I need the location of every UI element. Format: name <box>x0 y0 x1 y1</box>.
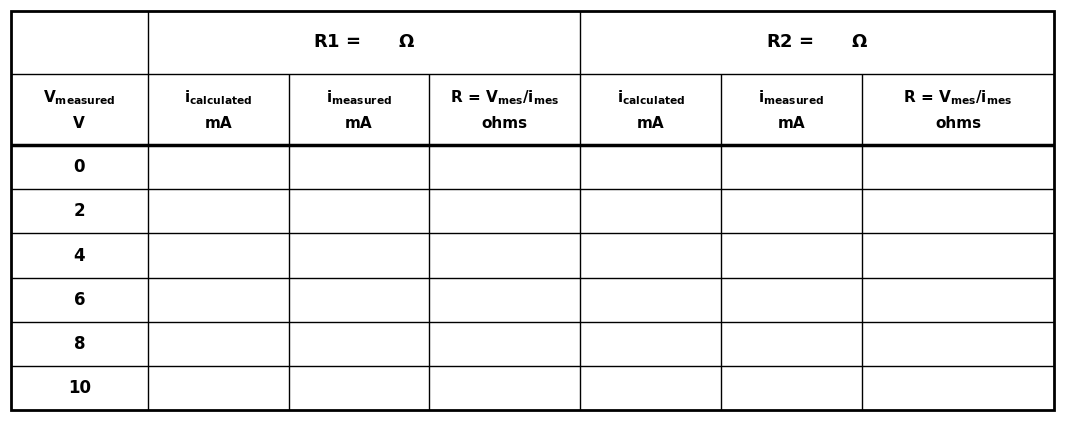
Text: i$_{\mathregular{measured}}$: i$_{\mathregular{measured}}$ <box>326 88 392 107</box>
Text: R = V$_{\mathregular{mes}}$/i$_{\mathregular{mes}}$: R = V$_{\mathregular{mes}}$/i$_{\mathreg… <box>903 88 1013 107</box>
Text: 8: 8 <box>73 335 85 353</box>
Text: V: V <box>73 116 85 131</box>
Text: R2 =      $\mathbf{\Omega}$: R2 = $\mathbf{\Omega}$ <box>767 33 868 51</box>
Text: ohms: ohms <box>481 116 528 131</box>
Text: mA: mA <box>637 116 665 131</box>
Text: i$_{\mathregular{calculated}}$: i$_{\mathregular{calculated}}$ <box>617 88 685 107</box>
Text: mA: mA <box>777 116 805 131</box>
Text: 4: 4 <box>73 247 85 264</box>
Text: i$_{\mathregular{measured}}$: i$_{\mathregular{measured}}$ <box>758 88 824 107</box>
Text: 10: 10 <box>68 379 91 397</box>
Text: 0: 0 <box>73 158 85 176</box>
Text: 2: 2 <box>73 203 85 220</box>
Text: i$_{\mathregular{calculated}}$: i$_{\mathregular{calculated}}$ <box>184 88 252 107</box>
Text: ohms: ohms <box>935 116 981 131</box>
Text: 6: 6 <box>73 291 85 309</box>
Text: R = V$_{\mathregular{mes}}$/i$_{\mathregular{mes}}$: R = V$_{\mathregular{mes}}$/i$_{\mathreg… <box>450 88 559 107</box>
Text: V$_{\mathregular{measured}}$: V$_{\mathregular{measured}}$ <box>43 88 116 107</box>
Text: mA: mA <box>345 116 373 131</box>
Text: mA: mA <box>204 116 232 131</box>
Text: R1 =      $\mathbf{\Omega}$: R1 = $\mathbf{\Omega}$ <box>313 33 415 51</box>
